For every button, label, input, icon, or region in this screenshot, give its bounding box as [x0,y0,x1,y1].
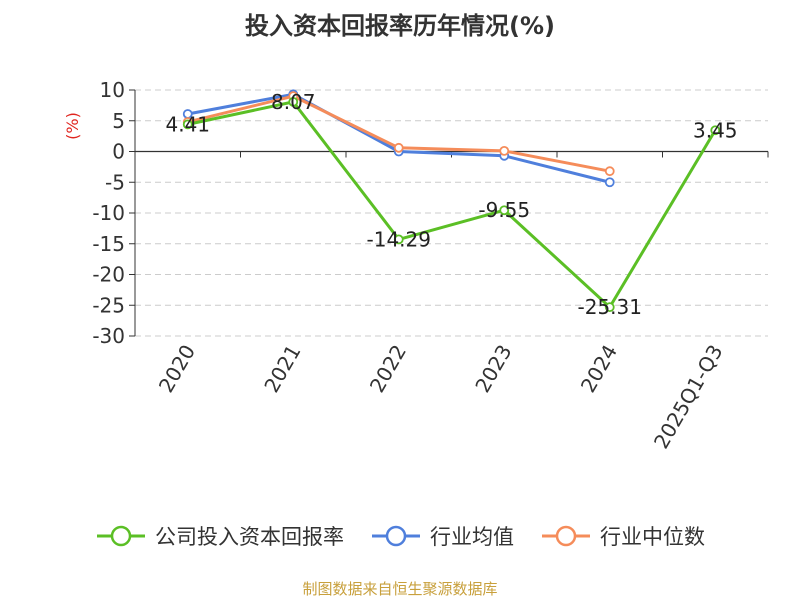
legend-swatch [542,525,590,547]
data-labels: 4.41 8.07 -14.29 -9.55 -25.31 3.45 [165,90,737,319]
series-points [182,89,721,313]
y-tick-label: -5 [105,170,125,194]
y-tick-label: -30 [92,324,125,348]
data-point [499,205,510,216]
legend-label: 行业均值 [430,525,514,549]
chart-title: 投入资本回报率历年情况(%) [245,12,555,40]
data-point [604,177,615,188]
y-tick-label: 5 [112,109,125,133]
x-tick-label: 2024 [576,341,622,397]
data-point [288,96,299,107]
data-label: 8.07 [271,90,316,114]
x-tick-label: 2023 [470,341,516,397]
series-line [187,100,717,309]
x-tick-label: 2020 [154,341,200,397]
legend-item[interactable]: 公司投入资本回报率 [95,521,344,551]
series-line [187,94,611,173]
legend-item[interactable]: 行业均值 [370,521,514,551]
data-label: 4.41 [165,112,210,136]
x-tick-label: 2022 [365,341,411,397]
legend-swatch [372,525,420,547]
legend-label: 行业中位数 [600,525,705,549]
data-point [182,119,193,130]
x-tick-label: 2025Q1-Q3 [649,341,728,453]
y-tick-label: 0 [112,140,125,164]
grid-lines [135,89,768,337]
data-point [393,234,404,245]
legend-label: 公司投入资本回报率 [155,525,344,549]
data-point [604,166,615,177]
y-tick-label: -20 [92,263,125,287]
x-tick-label: 2021 [259,341,305,397]
series-lines [187,92,717,309]
data-point [393,142,404,153]
y-tick-label: -10 [92,201,125,225]
y-tick-label: -25 [92,293,125,317]
source-note: 制图数据来自恒生聚源数据库 [302,580,498,598]
legend: 公司投入资本回报率 行业均值 行业中位数 [0,521,800,551]
data-point [604,302,615,313]
y-axis-label: (%) [63,112,82,140]
data-label: -14.29 [367,227,431,251]
legend-swatch [97,525,145,547]
y-tick-label: 10 [100,78,125,102]
y-tick-label: -15 [92,232,125,256]
data-label: -9.55 [478,198,530,222]
legend-item[interactable]: 行业中位数 [540,521,705,551]
data-point [499,145,510,156]
data-label: 3.45 [693,118,738,142]
data-point [710,125,721,136]
data-label: -25.31 [578,295,642,319]
